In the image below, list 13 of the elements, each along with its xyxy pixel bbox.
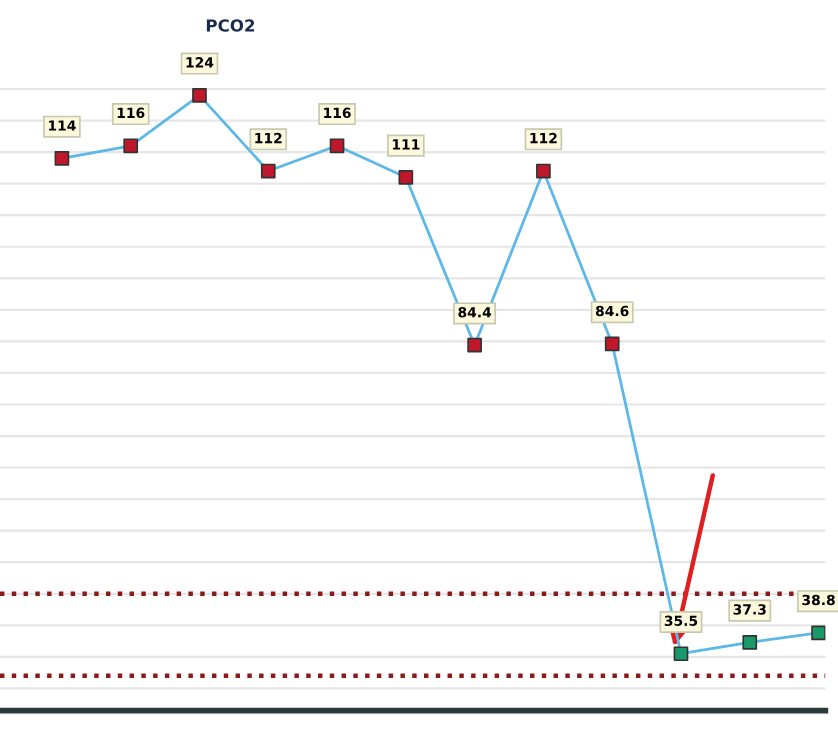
point	[742, 635, 758, 650]
chart-title: PCO2	[206, 19, 255, 32]
point	[673, 646, 689, 662]
point	[811, 625, 826, 641]
point	[536, 163, 551, 179]
point	[192, 87, 207, 103]
point	[467, 337, 482, 353]
point	[54, 151, 70, 166]
point	[604, 336, 620, 352]
point	[260, 163, 276, 179]
point	[329, 138, 345, 154]
point	[398, 169, 414, 185]
point	[123, 138, 139, 154]
